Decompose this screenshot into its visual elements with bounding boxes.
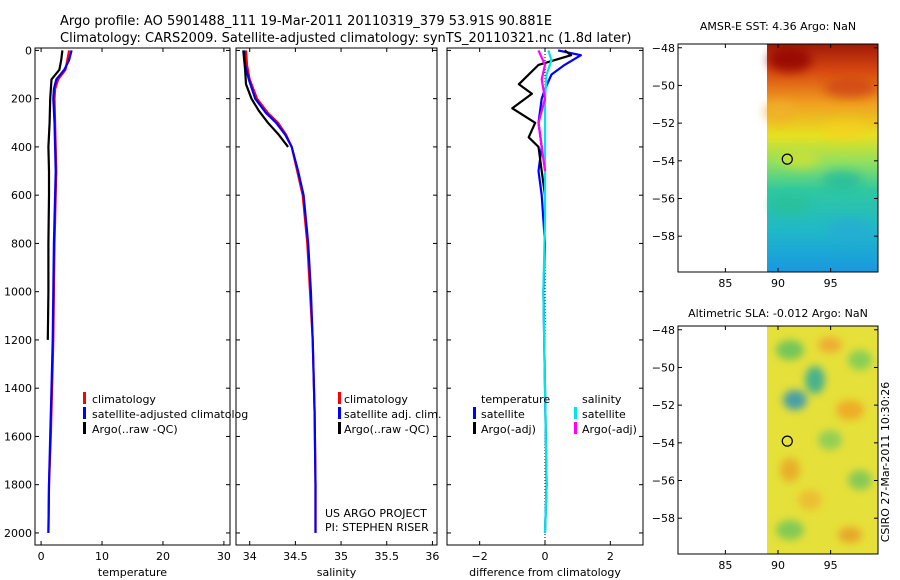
legend-swatch-temp-satellite [473, 407, 476, 419]
figure-title-line1: Argo profile: AO 5901488_111 19-Mar-2011… [60, 14, 552, 29]
x-tick-label: 30 [217, 550, 231, 563]
x-tick-label: 85 [718, 559, 732, 572]
y-tick-label: 1000 [4, 286, 32, 299]
legend-label-satellite: satellite adj. clim. [344, 408, 441, 421]
legend-swatch-sal-argo [574, 422, 577, 434]
x-tick-label: 35.5 [375, 550, 400, 563]
sst-map [764, 44, 878, 272]
legend-swatch-satellite [338, 407, 341, 419]
sla-texture [776, 337, 872, 543]
y-tick-label: 800 [11, 237, 32, 250]
series-line-climatology [47, 50, 71, 533]
x-tick-label: 34 [243, 550, 257, 563]
legend-label-sal-satellite: satellite [582, 408, 626, 421]
legend-label-climatology: climatology [92, 393, 156, 406]
y-tick-label: 1600 [4, 430, 32, 443]
credit-stamp: CSIRO 27-Mar-2011 10:30:26 [879, 382, 892, 543]
y-tick-label: 600 [11, 189, 32, 202]
legend-label-temp-argo: Argo(-adj) [481, 423, 536, 436]
x-tick-label: 0 [542, 550, 549, 563]
difference-legend: temperature satellite Argo(-adj) salinit… [473, 393, 637, 436]
x-tick-label: 85 [718, 277, 732, 290]
argo-float-marker [781, 435, 793, 447]
pi-note: PI: STEPHEN RISER [325, 521, 429, 534]
sst-map-axes: −48 −50 −52 −54 −56 −58 85 90 95 [652, 42, 879, 290]
legend-swatch-climatology [83, 392, 86, 404]
temperature-plot-frame [34, 47, 231, 546]
y-tick-label: −56 [652, 475, 675, 488]
y-tick-label: −52 [652, 117, 675, 130]
x-tick-label: 35 [334, 550, 348, 563]
y-tick-label: −56 [652, 193, 675, 206]
series-line-salinity-argo-adj- [537, 49, 547, 172]
legend-swatch-argo [83, 422, 86, 434]
y-tick-label: 400 [11, 141, 32, 154]
x-tick-label: 95 [824, 559, 838, 572]
legend-swatch-argo [338, 422, 341, 434]
project-note: US ARGO PROJECT [325, 507, 427, 520]
legend-header-temperature: temperature [481, 393, 550, 406]
x-tick-label: 10 [95, 550, 109, 563]
legend-label-climatology: climatology [344, 393, 408, 406]
x-tick-label: 34.5 [283, 550, 308, 563]
temperature-legend: climatology satellite-adjusted climatolo… [83, 392, 248, 436]
legend-swatch-sal-satellite [574, 407, 577, 419]
x-tick-label: −2 [472, 550, 488, 563]
x-tick-label: 95 [824, 277, 838, 290]
y-tick-label: −48 [652, 324, 675, 337]
legend-label-satellite: satellite-adjusted climatolog [92, 408, 248, 421]
figure-title-line2: Climatology: CARS2009. Satellite-adjuste… [60, 31, 632, 46]
y-tick-label: 1200 [4, 334, 32, 347]
x-tick-label: 36 [425, 550, 439, 563]
x-tick-label: 20 [156, 550, 170, 563]
legend-header-salinity: salinity [582, 393, 622, 406]
x-tick-label: 90 [771, 277, 785, 290]
difference-axis-label: difference from climatology [469, 566, 621, 579]
salinity-plot-frame [235, 47, 438, 546]
y-tick-label: −52 [652, 399, 675, 412]
legend-label-argo: Argo(..raw -QC) [344, 423, 430, 436]
difference-panel: −2 0 2 difference from climatology [446, 47, 644, 579]
salinity-panel: 34 34.5 35 35.5 36 salinity [235, 47, 439, 579]
y-tick-label: −50 [652, 361, 675, 374]
x-tick-label: 0 [38, 550, 45, 563]
series-line-argo-raw-qc- [46, 50, 64, 340]
temperature-panel: 0 200 400 600 800 1000 1200 1400 1600 1800 2000 0 10… [4, 44, 231, 579]
series-line-salinity-satellite [542, 50, 553, 533]
x-tick-label: 2 [607, 550, 614, 563]
y-tick-label: −54 [652, 155, 675, 168]
series-line-temperature-argo-adj- [511, 49, 573, 196]
series-line-climatology [244, 50, 317, 533]
sst-map-title: AMSR-E SST: 4.36 Argo: NaN [700, 20, 856, 33]
y-tick-label: 200 [11, 93, 32, 106]
salinity-legend: climatology satellite adj. clim. Argo(..… [338, 392, 441, 436]
y-tick-label: 1400 [4, 382, 32, 395]
series-line-satellite-adj-clim- [243, 50, 317, 533]
sla-map [767, 326, 878, 554]
y-tick-label: 2000 [4, 527, 32, 540]
sla-map-title: Altimetric SLA: -0.012 Argo: NaN [688, 307, 868, 320]
legend-label-sal-argo: Argo(-adj) [582, 423, 637, 436]
legend-label-temp-satellite: satellite [481, 408, 525, 421]
sst-texture [764, 48, 876, 242]
series-line-satellite-adjusted-climatolog [47, 50, 73, 533]
y-tick-label: 0 [25, 44, 32, 57]
legend-label-argo: Argo(..raw -QC) [92, 423, 178, 436]
y-tick-label: −58 [652, 512, 675, 525]
temperature-axis-label: temperature [98, 566, 167, 579]
y-tick-label: −58 [652, 230, 675, 243]
salinity-axis-label: salinity [317, 566, 357, 579]
argo-float-marker [781, 153, 793, 165]
y-tick-label: −50 [652, 79, 675, 92]
y-tick-label: 1800 [4, 479, 32, 492]
sla-map-axes: −48 −50 −52 −54 −56 −58 85 90 95 [652, 324, 879, 572]
legend-swatch-climatology [338, 392, 341, 404]
y-tick-label: −54 [652, 437, 675, 450]
legend-swatch-satellite [83, 407, 86, 419]
legend-swatch-temp-argo [473, 422, 476, 434]
x-tick-label: 90 [771, 559, 785, 572]
series-line-argo-raw-qc- [242, 50, 289, 148]
y-tick-label: −48 [652, 42, 675, 55]
